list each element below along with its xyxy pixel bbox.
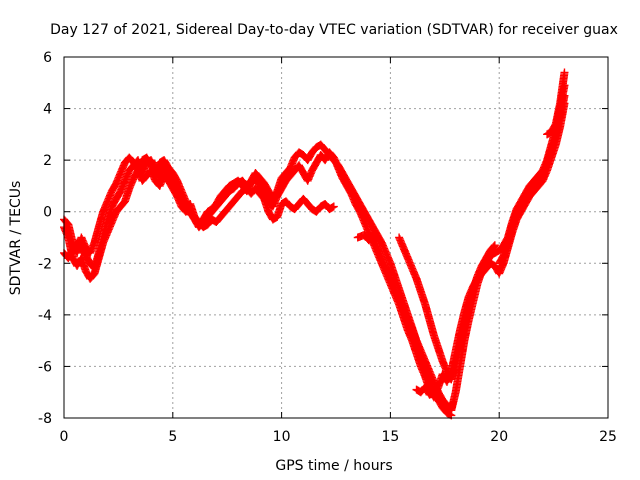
y-axis-label: SDTVAR / TECUs: [8, 181, 24, 296]
x-tick-label: 10: [273, 429, 291, 445]
x-tick-label: 20: [490, 429, 508, 445]
y-tick-label: 0: [43, 205, 52, 221]
y-tick-label: -4: [38, 308, 52, 324]
x-tick-label: 5: [168, 429, 177, 445]
x-tick-label: 25: [599, 429, 617, 445]
data-point: [434, 393, 443, 402]
y-tick-label: -2: [38, 256, 52, 272]
data-point: [329, 202, 338, 211]
axis-ticks: 0 5 10 15 20 25 -8 -6 -4 -2 0 2 4 6: [38, 50, 617, 445]
x-tick-label: 15: [381, 429, 399, 445]
chart-title: Day 127 of 2021, Sidereal Day-to-day VTE…: [50, 22, 618, 38]
data-point: [489, 242, 498, 251]
y-tick-label: -8: [38, 411, 52, 427]
x-tick-label: 0: [60, 429, 69, 445]
y-tick-label: 4: [43, 102, 52, 118]
y-tick-label: 2: [43, 153, 52, 169]
y-tick-label: 6: [43, 50, 52, 66]
grid-lines: [64, 57, 608, 418]
data-point: [433, 392, 442, 401]
x-axis-label: GPS time / hours: [275, 458, 392, 474]
data-markers: [60, 68, 569, 420]
data-point: [490, 241, 499, 250]
plot-frame: [63, 56, 609, 419]
y-tick-label: -6: [38, 359, 52, 375]
data-point: [560, 68, 569, 77]
